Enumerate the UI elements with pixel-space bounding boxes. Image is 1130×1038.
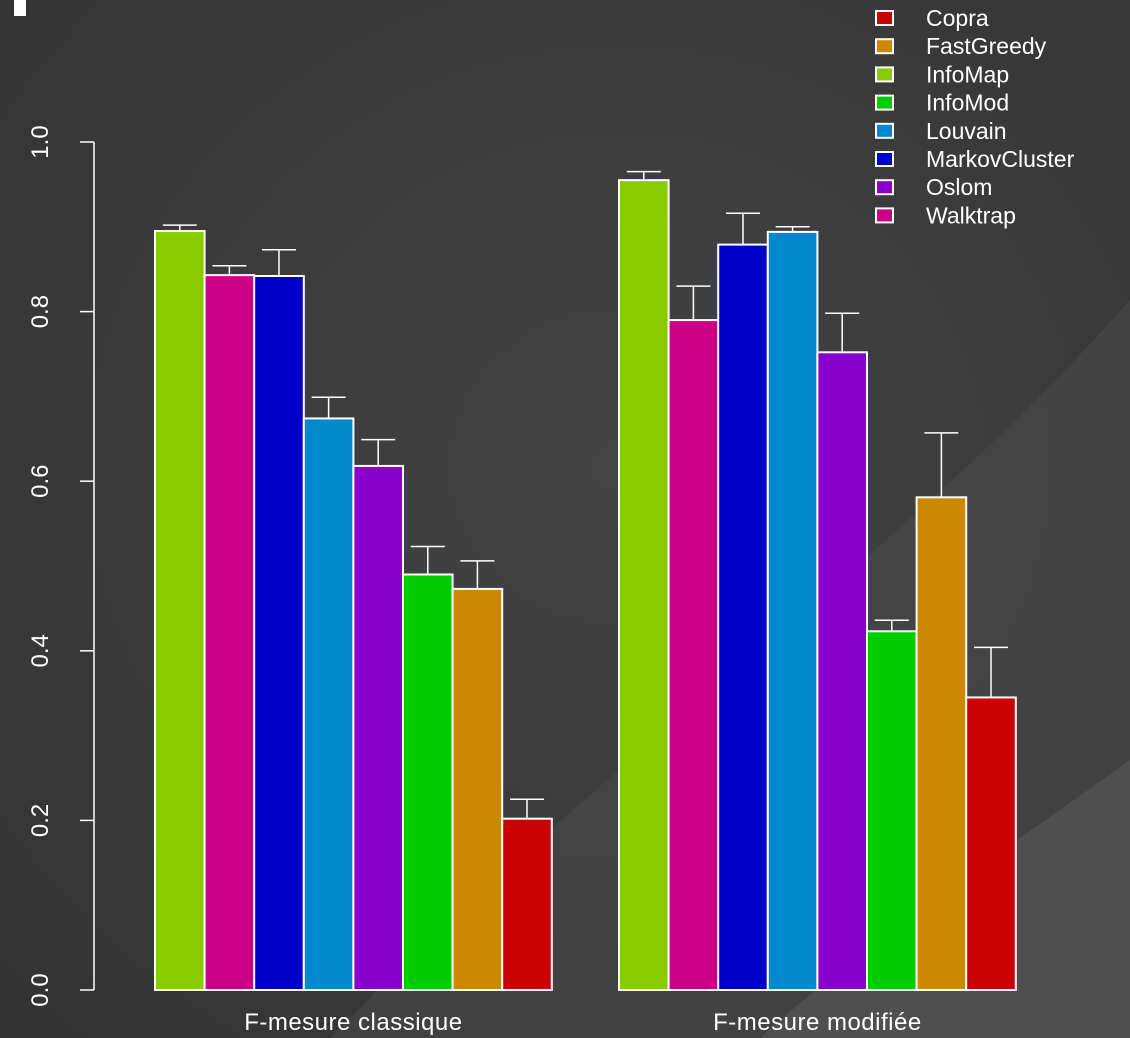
bar-louvain — [302, 417, 355, 991]
bar-louvain — [766, 230, 819, 991]
legend-swatch — [875, 122, 894, 139]
error-bar — [825, 312, 860, 353]
legend-swatch — [875, 179, 894, 196]
y-axis: 0.0 0.2 0.4 0.6 0.8 1.0 — [27, 125, 95, 1007]
bar-infomod — [866, 630, 918, 992]
error-bar — [460, 560, 495, 589]
bar-infomap — [618, 179, 670, 992]
bar-walktrap — [203, 274, 256, 991]
error-bar — [361, 438, 396, 466]
legend-label: InfoMap — [926, 61, 1009, 87]
legend-item-markovcluster: MarkovCluster — [875, 146, 1075, 172]
corner-marker — [14, 0, 26, 16]
error-bar — [311, 396, 346, 419]
error-bar — [775, 226, 810, 232]
legend-swatch — [875, 151, 894, 167]
error-bar — [726, 212, 760, 245]
error-bar — [874, 619, 909, 632]
y-tick-label: 0.2 — [27, 804, 54, 837]
bar-infomap — [154, 230, 206, 992]
error-bar — [676, 285, 711, 321]
x-category-label: F-mesure classique — [244, 1009, 462, 1036]
legend-label: MarkovCluster — [926, 146, 1075, 172]
y-tick-label: 0.4 — [27, 634, 54, 667]
y-tick-label: 0.6 — [27, 465, 54, 498]
error-bar — [626, 170, 661, 181]
error-bar — [410, 545, 445, 575]
legend-swatch — [875, 38, 894, 55]
legend-label: FastGreedy — [926, 33, 1047, 59]
legend-swatch — [875, 94, 894, 111]
bar-copra — [965, 696, 1017, 991]
legend-item-walktrap: Walktrap — [875, 202, 1016, 228]
legend-swatch — [875, 10, 894, 26]
legend-item-infomod: InfoMod — [875, 90, 1009, 116]
legend-label: Louvain — [926, 118, 1007, 144]
x-axis-labels: F-mesure classique F-mesure modifiée — [244, 1009, 921, 1036]
legend-label: Copra — [926, 5, 989, 31]
bars — [154, 170, 1017, 992]
y-tick-label: 0.8 — [27, 295, 54, 328]
error-bar — [162, 224, 197, 232]
bar-oslom — [816, 351, 869, 991]
legend-label: Walktrap — [926, 202, 1016, 228]
legend-item-copra: Copra — [875, 5, 989, 31]
error-bar — [510, 798, 544, 819]
bar-walktrap — [667, 319, 720, 991]
bar-copra — [501, 817, 553, 991]
bar-oslom — [352, 464, 404, 992]
bar-fastgreedy — [451, 587, 504, 991]
legend-label: InfoMod — [926, 90, 1009, 116]
legend-swatch — [875, 207, 894, 224]
legend-label: Oslom — [926, 174, 992, 200]
legend-item-infomap: InfoMap — [875, 61, 1009, 87]
bar-infomod — [402, 573, 454, 991]
bar-markovcluster — [717, 243, 769, 992]
error-bar — [924, 432, 959, 498]
bar-fastgreedy — [915, 496, 968, 991]
error-bar — [974, 646, 1008, 698]
x-category-label: F-mesure modifiée — [713, 1009, 922, 1036]
legend-item-fastgreedy: FastGreedy — [875, 33, 1047, 59]
bar-markovcluster — [253, 274, 305, 991]
legend-item-louvain: Louvain — [875, 118, 1007, 144]
legend-item-oslom: Oslom — [875, 174, 992, 200]
legend-swatch — [875, 66, 894, 83]
error-bar — [262, 248, 296, 276]
y-tick-label: 1.0 — [27, 125, 54, 158]
error-bar — [212, 265, 247, 276]
y-tick-label: 0.0 — [27, 973, 54, 1006]
